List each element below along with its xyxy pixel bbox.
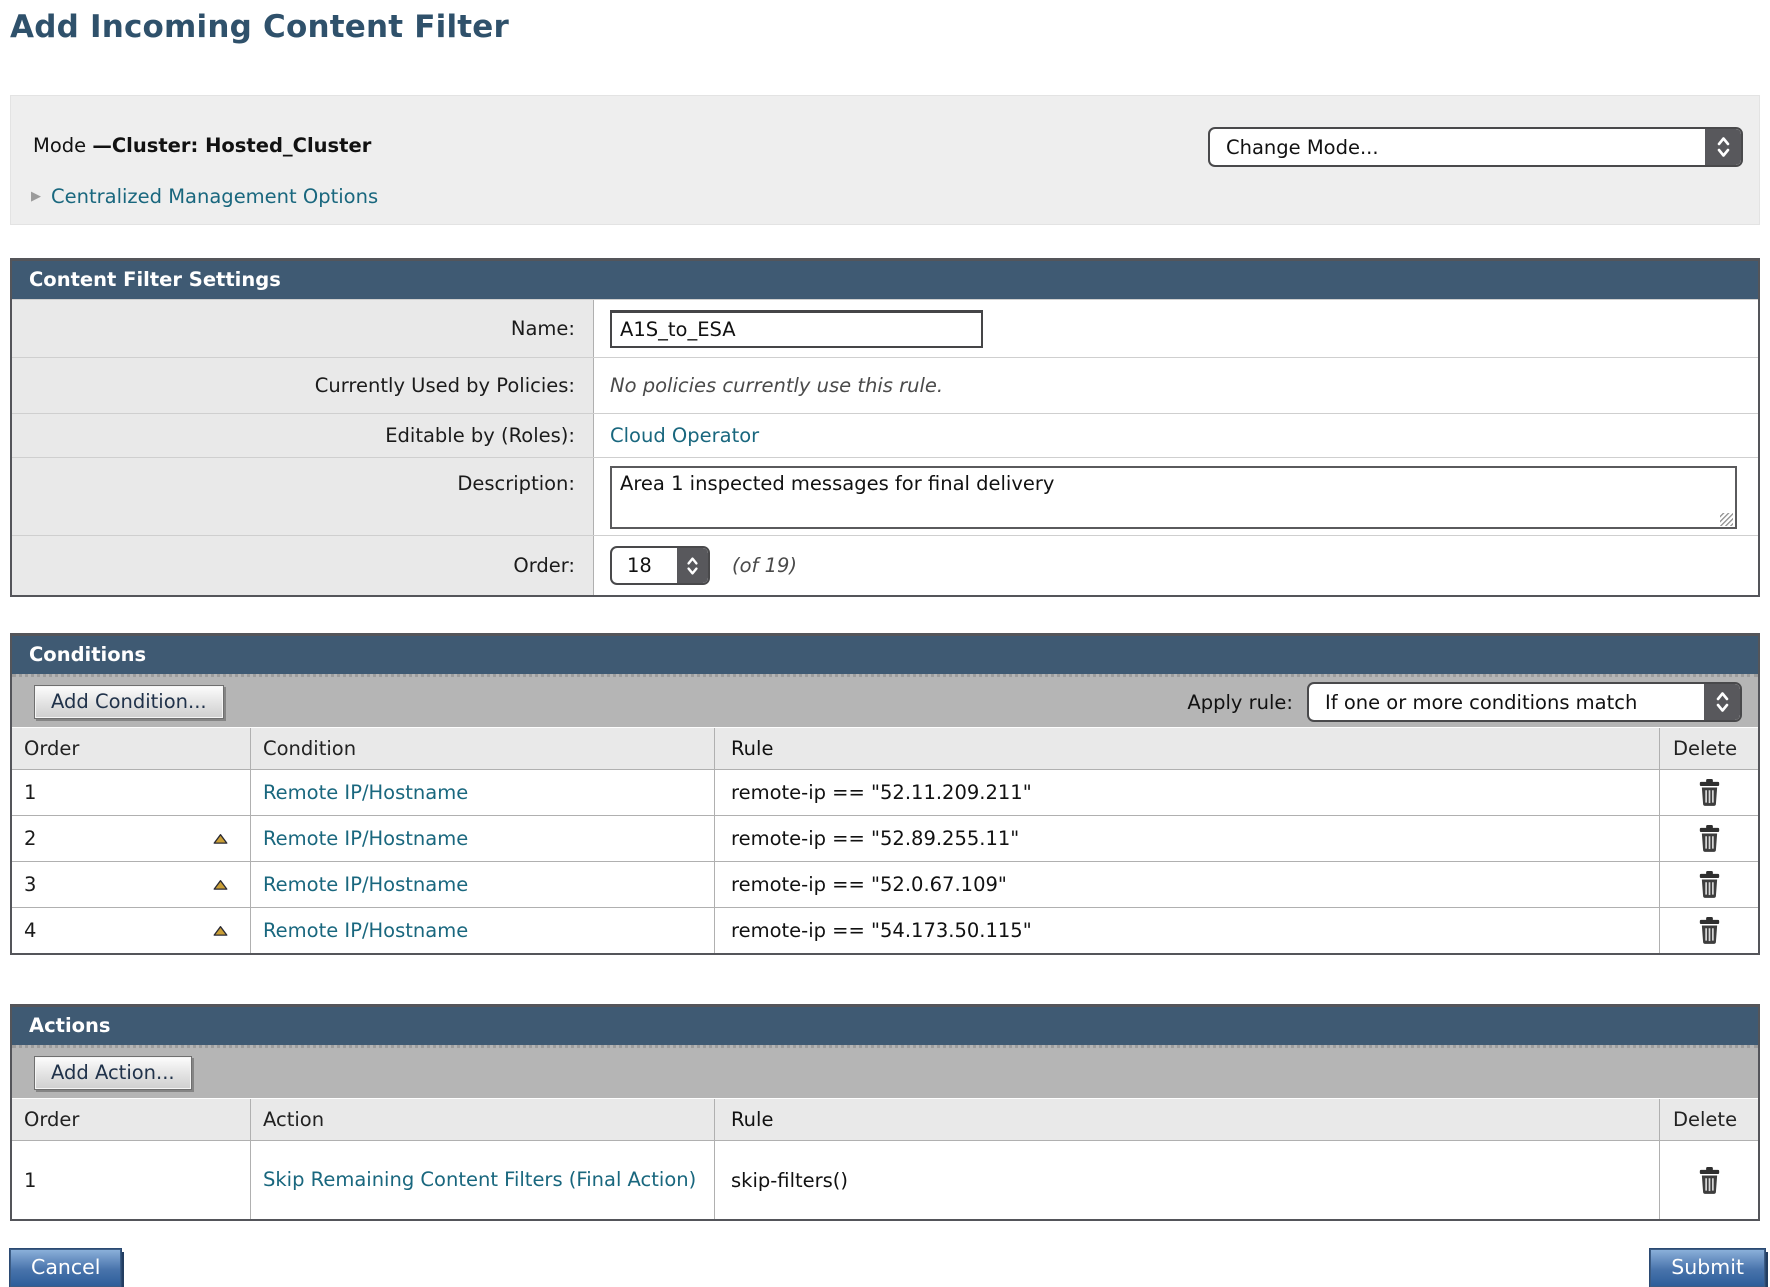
condition-row: 4 Remote IP/Hostname remote-ip == "54.17…	[12, 907, 1758, 953]
column-header-condition: Condition	[250, 728, 714, 769]
name-label: Name:	[12, 300, 594, 357]
condition-order: 1	[24, 781, 37, 804]
conditions-table: Order Condition Rule Delete 1 Remote IP/…	[12, 728, 1758, 953]
condition-link[interactable]: Remote IP/Hostname	[263, 826, 469, 850]
order-of-total: (of 19)	[732, 554, 798, 577]
column-header-order: Order	[24, 1108, 80, 1131]
actions-toolbar: Add Action...	[12, 1045, 1758, 1099]
mode-panel: Mode —Cluster: Hosted_Cluster Change Mod…	[10, 95, 1760, 225]
mode-value: —Cluster: Hosted_Cluster	[92, 134, 372, 157]
condition-link[interactable]: Remote IP/Hostname	[263, 918, 469, 942]
apply-rule-select-value: If one or more conditions match	[1325, 690, 1638, 714]
policies-value: No policies currently use this rule.	[610, 374, 944, 397]
select-stepper-icon	[1704, 684, 1740, 720]
condition-link[interactable]: Remote IP/Hostname	[263, 780, 469, 804]
settings-row-description: Description: Area 1 inspected messages f…	[12, 457, 1758, 535]
settings-row-name: Name:	[12, 299, 1758, 357]
order-select-value: 18	[627, 554, 652, 577]
mode-label: Mode	[33, 134, 93, 157]
column-header-delete: Delete	[1659, 728, 1758, 769]
conditions-toolbar: Add Condition... Apply rule: If one or m…	[12, 674, 1758, 728]
delete-icon[interactable]	[1698, 917, 1721, 944]
column-header-action: Action	[250, 1099, 714, 1140]
condition-rule: remote-ip == "52.89.255.11"	[714, 816, 1659, 861]
add-action-button[interactable]: Add Action...	[34, 1056, 192, 1090]
actions-table-header: Order Action Rule Delete	[12, 1099, 1758, 1140]
move-up-icon[interactable]	[213, 879, 228, 890]
delete-icon[interactable]	[1698, 871, 1721, 898]
column-header-order: Order	[24, 737, 80, 760]
change-mode-select[interactable]: Change Mode...	[1208, 127, 1743, 167]
editable-label: Editable by (Roles):	[12, 414, 594, 457]
conditions-panel: Conditions Add Condition... Apply rule: …	[10, 633, 1760, 955]
settings-panel-header: Content Filter Settings	[12, 261, 1758, 299]
page-title: Add Incoming Content Filter	[10, 9, 510, 45]
settings-row-editable: Editable by (Roles): Cloud Operator	[12, 413, 1758, 457]
apply-rule-select[interactable]: If one or more conditions match	[1307, 682, 1742, 722]
delete-icon[interactable]	[1698, 1166, 1721, 1194]
content-filter-settings-panel: Content Filter Settings Name: Currently …	[10, 258, 1760, 597]
order-label: Order:	[12, 536, 594, 595]
condition-rule: remote-ip == "54.173.50.115"	[714, 908, 1659, 953]
description-textarea[interactable]: Area 1 inspected messages for final deli…	[610, 466, 1737, 529]
action-order: 1	[24, 1168, 37, 1192]
action-link[interactable]: Skip Remaining Content Filters (Final Ac…	[263, 1168, 697, 1192]
conditions-table-header: Order Condition Rule Delete	[12, 728, 1758, 769]
delete-icon[interactable]	[1698, 825, 1721, 852]
condition-row: 1 Remote IP/Hostname remote-ip == "52.11…	[12, 769, 1758, 815]
action-rule: skip-filters()	[714, 1141, 1659, 1219]
policies-label: Currently Used by Policies:	[12, 358, 594, 413]
centralized-management-options-link[interactable]: Centralized Management Options	[51, 185, 379, 208]
expand-arrow-icon[interactable]: ▶	[31, 189, 41, 204]
select-stepper-icon	[1705, 129, 1741, 165]
condition-rule: remote-ip == "52.11.209.211"	[714, 770, 1659, 815]
editable-roles-link[interactable]: Cloud Operator	[610, 424, 760, 447]
order-select[interactable]: 18	[610, 546, 710, 585]
description-label: Description:	[12, 458, 594, 535]
condition-row: 3 Remote IP/Hostname remote-ip == "52.0.…	[12, 861, 1758, 907]
mode-line: Mode —Cluster: Hosted_Cluster	[33, 126, 371, 166]
submit-button[interactable]: Submit	[1650, 1249, 1765, 1287]
delete-icon[interactable]	[1698, 779, 1721, 806]
condition-order: 3	[24, 873, 37, 896]
move-up-icon[interactable]	[213, 833, 228, 844]
centralized-management-row: ▶ Centralized Management Options	[31, 184, 378, 210]
change-mode-select-value: Change Mode...	[1226, 135, 1379, 159]
condition-rule: remote-ip == "52.0.67.109"	[714, 862, 1659, 907]
footer-bar: Cancel Submit	[10, 1249, 1765, 1287]
column-header-rule: Rule	[714, 728, 1659, 769]
select-stepper-icon	[677, 548, 708, 583]
condition-row: 2 Remote IP/Hostname remote-ip == "52.89…	[12, 815, 1758, 861]
condition-order: 2	[24, 827, 37, 850]
cancel-button[interactable]: Cancel	[10, 1249, 122, 1287]
actions-panel: Actions Add Action... Order Action Rule …	[10, 1004, 1760, 1221]
settings-row-order: Order: 18 (of 19)	[12, 535, 1758, 595]
settings-row-policies: Currently Used by Policies: No policies …	[12, 357, 1758, 413]
apply-rule-group: Apply rule: If one or more conditions ma…	[1187, 682, 1742, 722]
action-row: 1 Skip Remaining Content Filters (Final …	[12, 1140, 1758, 1219]
conditions-panel-header: Conditions	[12, 636, 1758, 674]
column-header-delete: Delete	[1659, 1099, 1758, 1140]
name-input[interactable]	[610, 309, 983, 348]
actions-table: Order Action Rule Delete 1 Skip Remainin…	[12, 1099, 1758, 1219]
move-up-icon[interactable]	[213, 925, 228, 936]
apply-rule-label: Apply rule:	[1187, 690, 1293, 714]
condition-link[interactable]: Remote IP/Hostname	[263, 872, 469, 896]
add-condition-button[interactable]: Add Condition...	[34, 685, 224, 719]
actions-panel-header: Actions	[12, 1007, 1758, 1045]
column-header-rule: Rule	[714, 1099, 1659, 1140]
condition-order: 4	[24, 919, 37, 942]
